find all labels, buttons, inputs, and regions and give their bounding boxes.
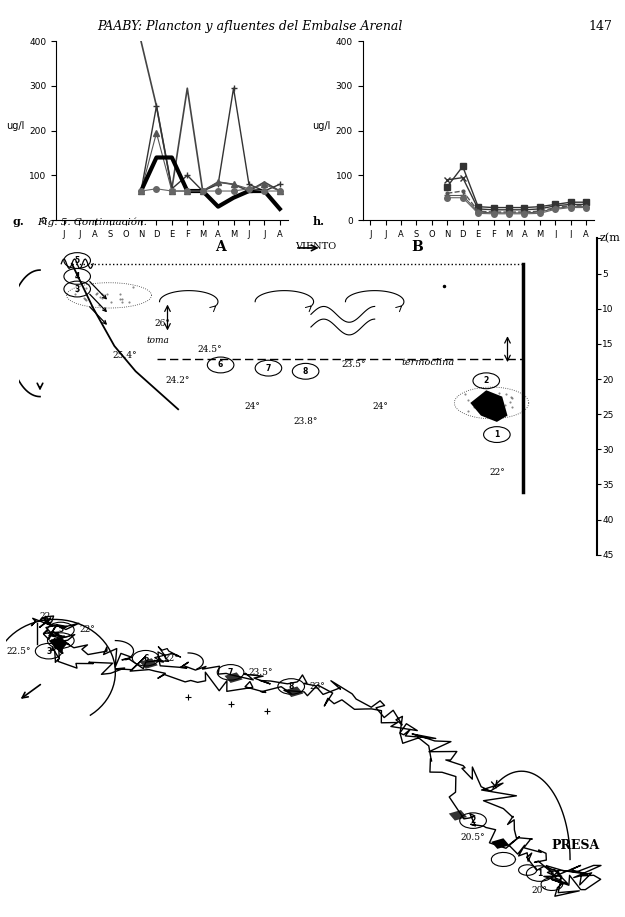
Text: 4: 4 xyxy=(74,271,80,281)
Text: 1: 1 xyxy=(494,430,499,439)
Text: Fig. 5. Continuación.: Fig. 5. Continuación. xyxy=(38,217,148,226)
Text: termoclina: termoclina xyxy=(401,358,454,367)
Polygon shape xyxy=(139,658,158,668)
Text: PAABY: Plancton y afluentes del Embalse Arenal: PAABY: Plancton y afluentes del Embalse … xyxy=(98,20,402,33)
Text: 5: 5 xyxy=(74,256,80,265)
Polygon shape xyxy=(49,637,67,651)
Text: 2: 2 xyxy=(471,816,476,825)
Text: 7: 7 xyxy=(228,668,233,677)
Text: g.: g. xyxy=(12,215,24,226)
Text: 22.5°: 22.5° xyxy=(6,646,31,656)
Text: 22°: 22° xyxy=(164,654,179,663)
Text: 2: 2 xyxy=(484,376,489,385)
Text: 5: 5 xyxy=(58,625,63,635)
Text: 6: 6 xyxy=(218,360,223,370)
Text: 24.5°: 24.5° xyxy=(198,345,222,354)
Text: h.: h. xyxy=(312,215,324,226)
Text: 23.8°: 23.8° xyxy=(294,417,318,426)
Text: 22°: 22° xyxy=(489,468,505,477)
Text: PRESA: PRESA xyxy=(552,839,600,852)
Text: 20°: 20° xyxy=(532,886,548,895)
Polygon shape xyxy=(224,672,243,683)
Text: 24°: 24° xyxy=(244,402,261,411)
Y-axis label: ug/l: ug/l xyxy=(312,121,331,130)
Text: 23°: 23° xyxy=(309,682,325,691)
Text: 7: 7 xyxy=(266,364,271,372)
Text: 147: 147 xyxy=(589,20,612,33)
Text: A: A xyxy=(215,240,226,254)
Text: 8: 8 xyxy=(289,682,294,691)
Text: toma: toma xyxy=(146,336,169,345)
Text: 24°: 24° xyxy=(372,402,388,411)
Text: z(m: z(m xyxy=(600,233,621,243)
Polygon shape xyxy=(285,687,303,697)
Text: 24.2°: 24.2° xyxy=(166,376,190,385)
Text: 22°: 22° xyxy=(79,625,95,635)
Text: 23.5°: 23.5° xyxy=(341,360,366,370)
Text: 8: 8 xyxy=(303,367,308,376)
Text: 4: 4 xyxy=(58,636,64,645)
Text: 26°: 26° xyxy=(154,319,170,328)
Text: 25.4°: 25.4° xyxy=(112,351,138,360)
Text: 6: 6 xyxy=(143,654,148,663)
Text: 23.5°: 23.5° xyxy=(249,668,273,677)
Text: 3: 3 xyxy=(46,646,51,656)
Text: 20.5°: 20.5° xyxy=(461,833,486,842)
Text: 1: 1 xyxy=(537,869,542,878)
Polygon shape xyxy=(491,838,509,849)
Text: VIENTO: VIENTO xyxy=(295,241,336,250)
Text: 22: 22 xyxy=(39,613,51,622)
Text: 3: 3 xyxy=(74,284,80,293)
Y-axis label: ug/l: ug/l xyxy=(6,121,24,130)
Polygon shape xyxy=(449,810,467,821)
Text: B: B xyxy=(411,240,423,254)
Polygon shape xyxy=(471,391,508,422)
